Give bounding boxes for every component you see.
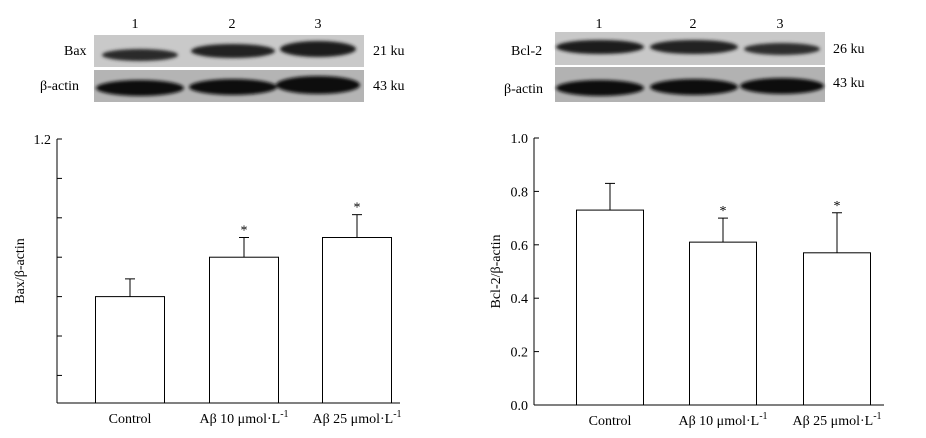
left-blot-row-label-bax: Bax	[64, 44, 87, 59]
left-bax-bands	[102, 41, 356, 61]
x-category-label: Aβ 10 μmol·L-1	[199, 409, 288, 427]
right-blot-row-label-bcl2: Bcl-2	[511, 44, 542, 59]
bar	[95, 296, 165, 404]
x-category-label-text: Control	[589, 414, 632, 429]
significance-marker: *	[834, 199, 841, 214]
right-actin-bands	[556, 78, 824, 96]
x-category-label: Aβ 25 μmol·L-1	[792, 411, 881, 429]
left-lane-number-3: 3	[315, 17, 322, 32]
x-category-superscript: -1	[759, 411, 767, 422]
y-tick-label: 0.0	[511, 399, 529, 414]
significance-marker: *	[720, 204, 727, 219]
bcl2-ratio-chart: 0.0 0.2 0.4 0.6 0.8 1.0 Bcl-2/β-actin Control * A…	[489, 132, 884, 429]
bar	[803, 252, 871, 406]
right-blot-row-label-actin: β-actin	[504, 82, 543, 97]
right-blot-size-actin: 43 ku	[833, 76, 865, 91]
right-blot-size-bcl2: 26 ku	[833, 42, 865, 57]
left-lane-number-1: 1	[132, 17, 139, 32]
x-category-superscript: -1	[873, 411, 881, 422]
x-category-label-text: Control	[109, 412, 152, 427]
x-category-label-text: Aβ 25 μmol·L	[312, 412, 393, 427]
left-blot: 1 2 3 Bax β-actin 21 ku 43 ku	[40, 17, 405, 102]
significance-marker: *	[354, 201, 361, 216]
x-category-label: Aβ 10 μmol·L-1	[678, 411, 767, 429]
right-lane-number-1: 1	[596, 17, 603, 32]
left-lane-number-2: 2	[229, 17, 236, 32]
significance-marker: *	[241, 224, 248, 239]
x-category-superscript: -1	[393, 409, 401, 420]
x-category-superscript: -1	[280, 409, 288, 420]
bar	[576, 209, 644, 406]
right-blot: 1 2 3 Bcl-2 β-actin 26 ku 43 ku	[504, 17, 865, 102]
right-bcl2-bands	[556, 40, 820, 55]
y-tick-label: 0.8	[511, 185, 529, 200]
left-blot-row-label-actin: β-actin	[40, 79, 79, 94]
y-tick-label: 1.2	[34, 133, 52, 148]
y-axis-label: Bcl-2/β-actin	[489, 235, 504, 309]
x-category-label: Control	[109, 412, 152, 427]
x-category-label: Aβ 25 μmol·L-1	[312, 409, 401, 427]
bar	[322, 237, 392, 404]
y-tick-label: 1.0	[511, 132, 529, 147]
bar	[689, 241, 757, 406]
y-tick-label: 0.6	[511, 239, 529, 254]
bar	[209, 256, 279, 404]
y-tick-label: 0.4	[511, 292, 529, 307]
x-category-label: Control	[589, 414, 632, 429]
y-axis-label: Bax/β-actin	[13, 238, 28, 303]
right-lane-number-2: 2	[690, 17, 697, 32]
left-blot-size-bax: 21 ku	[373, 44, 405, 59]
left-actin-bands	[96, 76, 360, 96]
right-lane-number-3: 3	[777, 17, 784, 32]
x-category-label-text: Aβ 10 μmol·L	[678, 414, 759, 429]
x-category-label-text: Aβ 25 μmol·L	[792, 414, 873, 429]
y-tick-label: 0.2	[511, 346, 529, 361]
left-blot-size-actin: 43 ku	[373, 79, 405, 94]
x-category-label-text: Aβ 10 μmol·L	[199, 412, 280, 427]
